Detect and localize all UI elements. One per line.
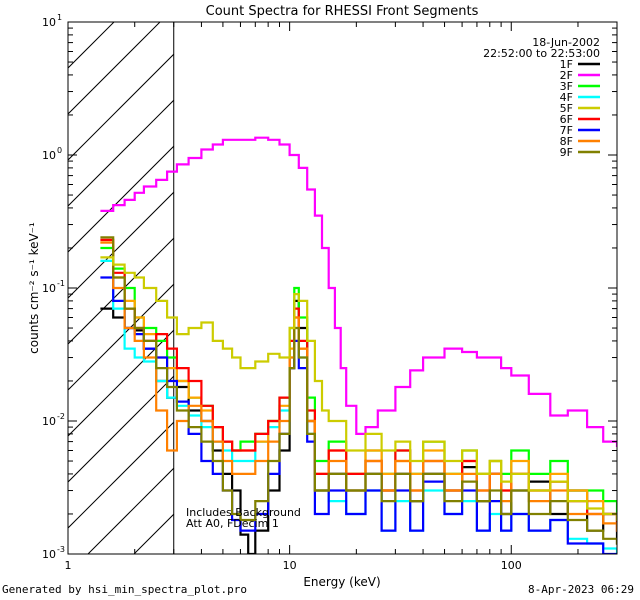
series-2F-line bbox=[100, 136, 617, 447]
hatch-line bbox=[68, 22, 161, 115]
legend-label-6F: 6F bbox=[560, 113, 573, 126]
legend-label-5F: 5F bbox=[560, 102, 573, 115]
hatch-line bbox=[68, 99, 174, 207]
excluded-energy-region bbox=[68, 22, 175, 554]
y-tick-exponent: -2 bbox=[57, 412, 65, 421]
y-tick-label: 10 bbox=[42, 282, 56, 295]
footer-timestamp: 8-Apr-2023 06:29 bbox=[528, 583, 634, 596]
date-label: 18-Jun-2002 bbox=[532, 36, 600, 49]
legend-label-9F: 9F bbox=[560, 146, 573, 159]
time-range-label: 22:52:00 to 22:53:00 bbox=[483, 47, 600, 60]
footer-generator-text: Generated by hsi_min_spectra_plot.pro bbox=[2, 583, 248, 596]
y-tick-label: 10 bbox=[42, 548, 56, 561]
series-5F-line bbox=[100, 241, 617, 522]
hatch-line bbox=[68, 283, 174, 391]
series-7F-line bbox=[100, 276, 617, 554]
series-9F-line bbox=[100, 236, 617, 545]
hatch-line bbox=[68, 421, 174, 529]
hatch-line bbox=[68, 22, 115, 69]
y-tick-label: 10 bbox=[42, 149, 56, 162]
hatch-line bbox=[68, 53, 174, 161]
annotation-background: Includes Background bbox=[186, 506, 301, 519]
series-1F-line bbox=[100, 299, 617, 554]
legend-label-4F: 4F bbox=[560, 91, 573, 104]
legend-label-1F: 1F bbox=[560, 58, 573, 71]
x-tick-label: 1 bbox=[65, 559, 72, 572]
y-tick-exponent: 1 bbox=[57, 13, 62, 22]
y-tick-label: 10 bbox=[42, 415, 56, 428]
y-tick-exponent: -3 bbox=[57, 545, 65, 554]
y-tick-label: 10 bbox=[42, 16, 56, 29]
series-8F-line bbox=[100, 241, 617, 532]
hatch-line bbox=[68, 191, 174, 299]
annotation-attenuator: Att A0, FDecim 1 bbox=[186, 517, 279, 530]
y-tick-exponent: 0 bbox=[57, 146, 62, 155]
x-axis-label: Energy (keV) bbox=[303, 575, 380, 589]
x-tick-label: 10 bbox=[283, 559, 297, 572]
hatch-line bbox=[68, 375, 174, 483]
series-4F-line bbox=[100, 259, 617, 554]
axis-ticks bbox=[67, 21, 618, 555]
series-5F-line bbox=[100, 256, 617, 522]
legend-label-3F: 3F bbox=[560, 80, 573, 93]
chart-title: Count Spectra for RHESSI Front Segments bbox=[206, 4, 479, 19]
y-tick-exponent: -1 bbox=[57, 279, 65, 288]
y-axis-label: counts cm⁻² s⁻¹ keV⁻¹ bbox=[27, 222, 41, 354]
legend-label-8F: 8F bbox=[560, 135, 573, 148]
legend-label-7F: 7F bbox=[560, 124, 573, 137]
legend-label-2F: 2F bbox=[560, 69, 573, 82]
series-layer bbox=[100, 136, 617, 554]
series-6F-line bbox=[100, 238, 617, 532]
x-tick-label: 100 bbox=[501, 559, 522, 572]
